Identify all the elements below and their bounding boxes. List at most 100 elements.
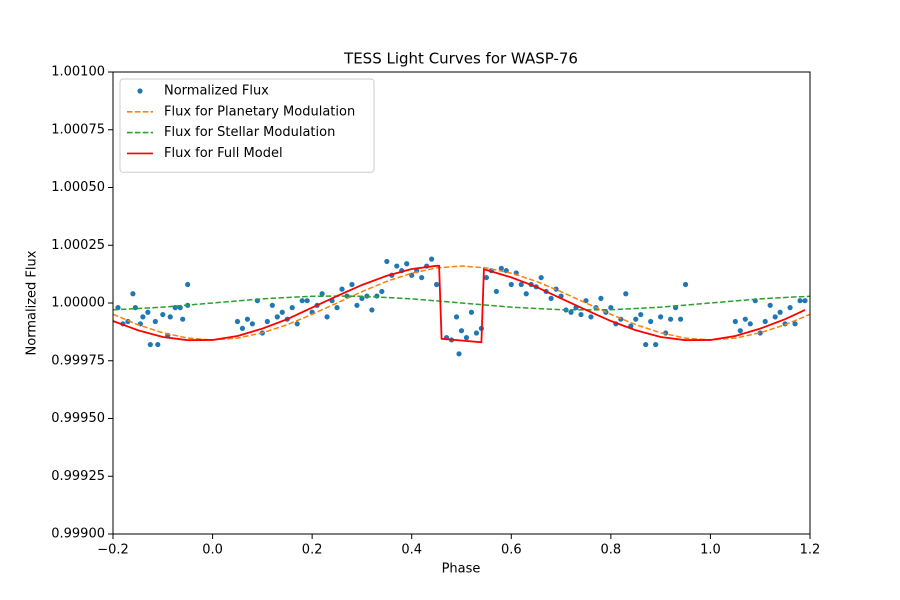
x-tick-label: 0.0	[202, 543, 223, 558]
data-point	[648, 318, 654, 325]
data-point	[394, 263, 400, 269]
y-tick-label: 0.99950	[51, 411, 105, 426]
data-point	[274, 314, 280, 320]
data-point	[269, 302, 275, 308]
data-point	[249, 321, 255, 327]
data-point	[160, 311, 166, 318]
y-tick-label: 1.00100	[51, 65, 105, 80]
data-point	[125, 318, 131, 325]
data-point	[653, 341, 659, 348]
data-point	[468, 309, 475, 315]
data-point	[792, 321, 798, 327]
x-tick-label: 0.2	[302, 543, 323, 558]
data-point	[147, 341, 153, 348]
series-line	[113, 264, 806, 344]
data-point	[777, 309, 783, 315]
data-point	[244, 316, 251, 322]
y-tick-label: 1.00075	[51, 122, 105, 137]
data-point	[359, 295, 365, 301]
data-point	[787, 305, 793, 311]
data-point	[379, 288, 385, 295]
data-point	[588, 314, 594, 320]
data-point	[548, 295, 554, 301]
legend-marker	[137, 88, 143, 94]
data-point	[140, 314, 146, 320]
data-point	[239, 325, 246, 332]
y-tick-label: 1.00000	[51, 296, 105, 311]
data-point	[523, 291, 529, 297]
data-point	[458, 328, 465, 334]
y-tick-label: 0.99925	[51, 469, 105, 484]
x-tick-label: 0.8	[601, 543, 622, 558]
data-point	[742, 316, 748, 322]
data-point	[384, 258, 390, 265]
y-tick-label: 0.99900	[51, 527, 105, 542]
data-point	[404, 261, 410, 267]
data-point	[319, 291, 325, 297]
data-point	[374, 293, 380, 299]
data-point	[598, 295, 604, 301]
data-point	[429, 256, 435, 262]
data-point	[658, 314, 664, 320]
data-point	[349, 281, 355, 288]
data-point	[453, 314, 460, 320]
data-point	[354, 302, 360, 308]
x-tick-label: 1.0	[700, 543, 721, 558]
data-point	[483, 274, 489, 281]
y-axis-label: Normalized Flux	[25, 250, 40, 355]
axes-frame	[112, 71, 811, 535]
data-point	[304, 298, 310, 304]
data-point	[185, 281, 191, 288]
data-point	[180, 316, 186, 322]
legend-label: Normalized Flux	[164, 84, 269, 99]
data-point	[369, 307, 375, 313]
data-point	[130, 291, 136, 297]
data-point	[419, 274, 425, 281]
y-tick-label: 0.99975	[51, 353, 105, 368]
data-point	[152, 318, 158, 325]
chart-title: TESS Light Curves for WASP-76	[343, 50, 578, 68]
legend-label: Flux for Stellar Modulation	[164, 125, 335, 140]
data-point	[498, 265, 504, 271]
series-layer	[113, 256, 810, 357]
data-point	[643, 341, 649, 348]
data-point	[508, 281, 514, 288]
data-point	[167, 314, 173, 320]
data-point	[633, 316, 639, 322]
data-point	[797, 298, 803, 304]
data-point	[279, 309, 285, 315]
data-point	[518, 281, 524, 288]
data-point	[802, 298, 808, 304]
y-tick-label: 1.00050	[51, 180, 105, 195]
data-point	[578, 311, 584, 318]
data-point	[737, 328, 743, 334]
data-point	[668, 316, 674, 322]
data-point	[264, 318, 270, 325]
data-point	[747, 321, 753, 327]
series-line	[113, 265, 810, 341]
data-point	[682, 281, 689, 288]
data-point	[782, 321, 788, 327]
data-point	[767, 302, 773, 308]
x-tick-label: 0.4	[401, 543, 422, 558]
series-line	[113, 295, 810, 311]
data-point	[234, 318, 241, 325]
data-point	[434, 281, 440, 288]
data-point	[762, 318, 768, 325]
data-point	[339, 286, 345, 292]
data-point	[677, 316, 684, 322]
x-tick-label: 1.2	[800, 543, 821, 558]
data-point	[289, 305, 295, 311]
data-point	[493, 288, 499, 295]
x-tick-label: 0.6	[501, 543, 522, 558]
data-point	[568, 309, 574, 315]
data-point	[638, 311, 644, 318]
data-point	[732, 318, 738, 325]
data-point	[772, 314, 778, 320]
x-axis-label: Phase	[442, 562, 481, 577]
data-point	[155, 341, 161, 348]
data-point	[334, 305, 340, 311]
data-point	[757, 330, 763, 336]
